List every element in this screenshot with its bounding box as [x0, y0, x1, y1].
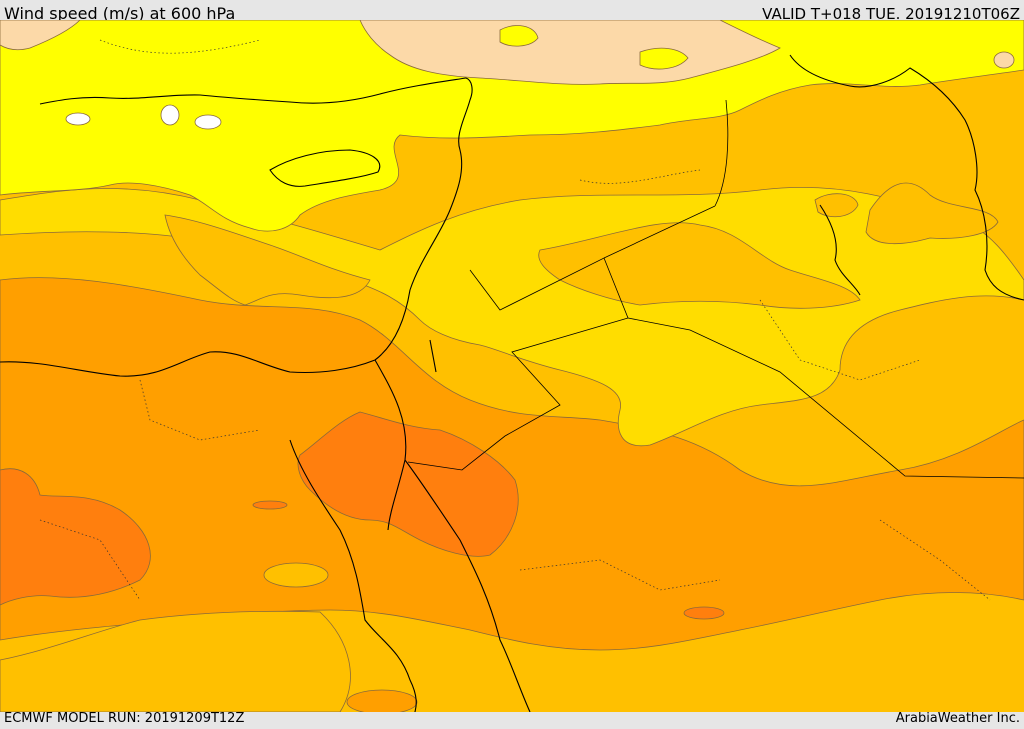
- yellow-blob-turkey: [499, 25, 539, 47]
- dark-orange-arabia: [683, 606, 725, 620]
- amber-pocket-egypt: [263, 562, 329, 588]
- amber-band-iraq: [538, 222, 861, 309]
- admin-boundaries: [39, 39, 991, 601]
- amber-pocket-southwest: [0, 610, 351, 712]
- white-patch-4: [993, 51, 1015, 69]
- amber-band-mediterranean: [164, 214, 371, 306]
- white-patch-1: [65, 112, 91, 126]
- model-run: ECMWF MODEL RUN: 20191209T12Z: [4, 711, 245, 726]
- valid-time: VALID T+018 TUE. 20191210T06Z: [762, 5, 1020, 23]
- white-patch-3: [160, 104, 180, 126]
- amber-patch-iran: [865, 182, 999, 245]
- orange-pocket-south: [346, 689, 418, 712]
- gold-region: [0, 186, 1024, 447]
- tan-patch-west: [0, 20, 81, 51]
- borders: [407, 99, 1024, 479]
- yellow-band-north: [0, 20, 1024, 232]
- tan-patch-turkey: [359, 20, 781, 85]
- map-title: Wind speed (m/s) at 600 hPa: [4, 4, 236, 23]
- dark-orange-sinai: [297, 411, 519, 557]
- dark-orange-west: [0, 468, 151, 606]
- white-patch-2: [194, 114, 222, 130]
- yellow-blob-2: [639, 47, 689, 70]
- coastlines: [0, 54, 1024, 712]
- dark-orange-small: [252, 500, 288, 510]
- wind-speed-map: [0, 20, 1024, 712]
- credit: ArabiaWeather Inc.: [895, 711, 1020, 726]
